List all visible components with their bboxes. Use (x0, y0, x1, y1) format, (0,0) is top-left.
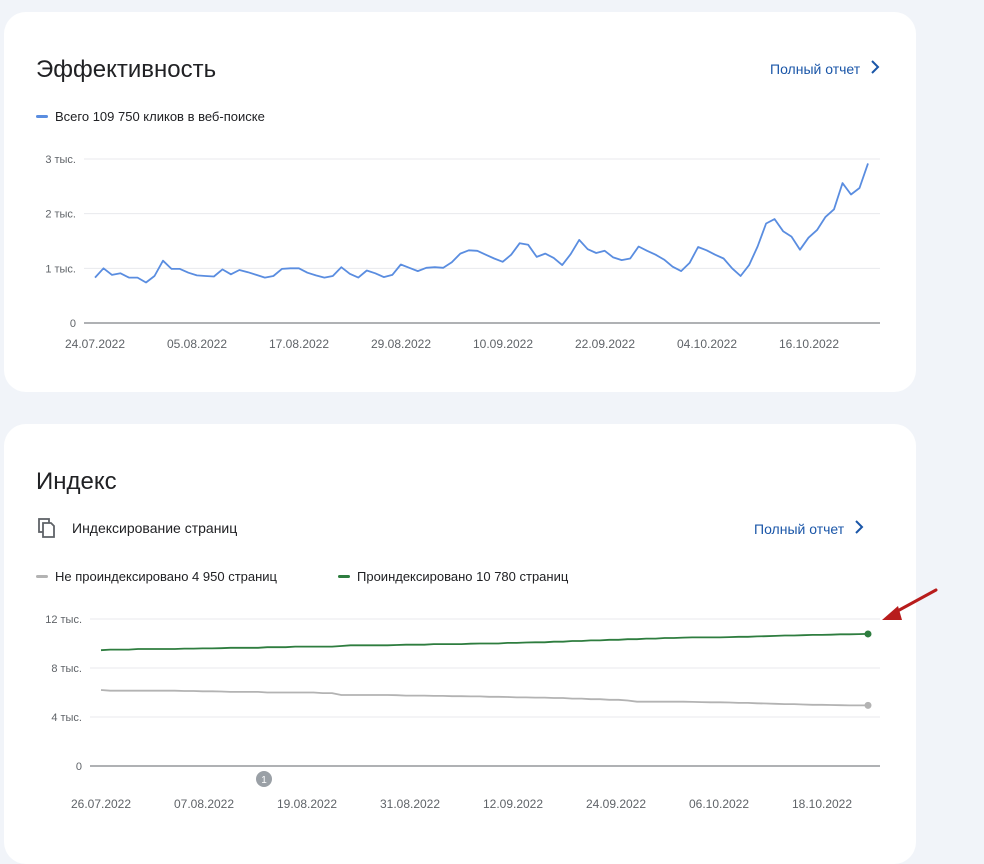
legend-swatch (36, 115, 48, 118)
y-tick-label: 12 тыс. (45, 614, 82, 626)
performance-chart: 0 1 тыс. 2 тыс. 3 тыс. 24.07.2022 05.08.2022 1… (45, 154, 880, 351)
performance-title: Эффективность (36, 56, 217, 83)
annotation-marker[interactable]: 1 (256, 771, 272, 787)
x-tick-label: 16.10.2022 (779, 337, 839, 351)
series-end-point (864, 701, 872, 709)
index-card: Индекс Индексирование страниц Полный отч… (4, 424, 916, 864)
y-tick-label: 0 (76, 761, 82, 773)
y-tick-label: 3 тыс. (45, 154, 76, 166)
legend-label: Не проиндексировано 4 950 страниц (55, 569, 277, 584)
full-report-label: Полный отчет (770, 60, 861, 77)
performance-card: Эффективность Полный отчет Всего 109 750… (4, 12, 916, 392)
x-tick-label: 22.09.2022 (575, 337, 635, 351)
x-tick-label: 31.08.2022 (380, 797, 440, 811)
legend-label: Всего 109 750 кликов в веб-поиске (55, 109, 265, 124)
x-tick-label: 19.08.2022 (277, 797, 337, 811)
series-line (94, 163, 869, 284)
annotation-marker-circle (256, 771, 272, 787)
x-tick-label: 10.09.2022 (473, 337, 533, 351)
x-tick-label: 26.07.2022 (71, 797, 131, 811)
red-arrow-annotation (882, 588, 938, 620)
index-title: Индекс (36, 468, 117, 495)
x-tick-label: 17.08.2022 (269, 337, 329, 351)
annotation-marker-label: 1 (261, 775, 267, 786)
x-tick-label: 24.09.2022 (586, 797, 646, 811)
x-tick-label: 18.10.2022 (792, 797, 852, 811)
x-tick-label: 05.08.2022 (167, 337, 227, 351)
y-tick-label: 0 (70, 318, 76, 330)
legend-swatch (36, 575, 48, 578)
x-tick-label: 06.10.2022 (689, 797, 749, 811)
performance-full-report-link[interactable]: Полный отчет (770, 60, 880, 77)
legend-swatch (338, 575, 350, 578)
index-full-report-link[interactable]: Полный отчет (754, 520, 864, 537)
x-tick-label: 04.10.2022 (677, 337, 737, 351)
legend-label: Проиндексировано 10 780 страниц (357, 569, 569, 584)
y-tick-label: 4 тыс. (51, 712, 82, 724)
performance-legend-item[interactable]: Всего 109 750 кликов в веб-поиске (36, 109, 265, 124)
legend-item-not-indexed[interactable]: Не проиндексировано 4 950 страниц (36, 569, 277, 584)
series-end-point (864, 630, 872, 638)
index-subtitle: Индексирование страниц (72, 520, 238, 536)
x-tick-label: 12.09.2022 (483, 797, 543, 811)
index-chart: 0 4 тыс. 8 тыс. 12 тыс. 26.07.2022 07.08.2022… (45, 614, 880, 811)
legend-item-indexed[interactable]: Проиндексировано 10 780 страниц (338, 569, 568, 584)
pages-copy-icon (38, 518, 56, 543)
series-line (100, 689, 868, 707)
y-tick-label: 1 тыс. (45, 263, 76, 275)
x-tick-label: 29.08.2022 (371, 337, 431, 351)
chevron-right-icon (854, 520, 864, 537)
full-report-label: Полный отчет (754, 520, 845, 537)
x-tick-label: 24.07.2022 (65, 337, 125, 351)
x-tick-label: 07.08.2022 (174, 797, 234, 811)
chevron-right-icon (870, 60, 880, 77)
series-line (100, 633, 869, 652)
y-tick-label: 8 тыс. (51, 663, 82, 675)
y-tick-label: 2 тыс. (45, 209, 76, 221)
